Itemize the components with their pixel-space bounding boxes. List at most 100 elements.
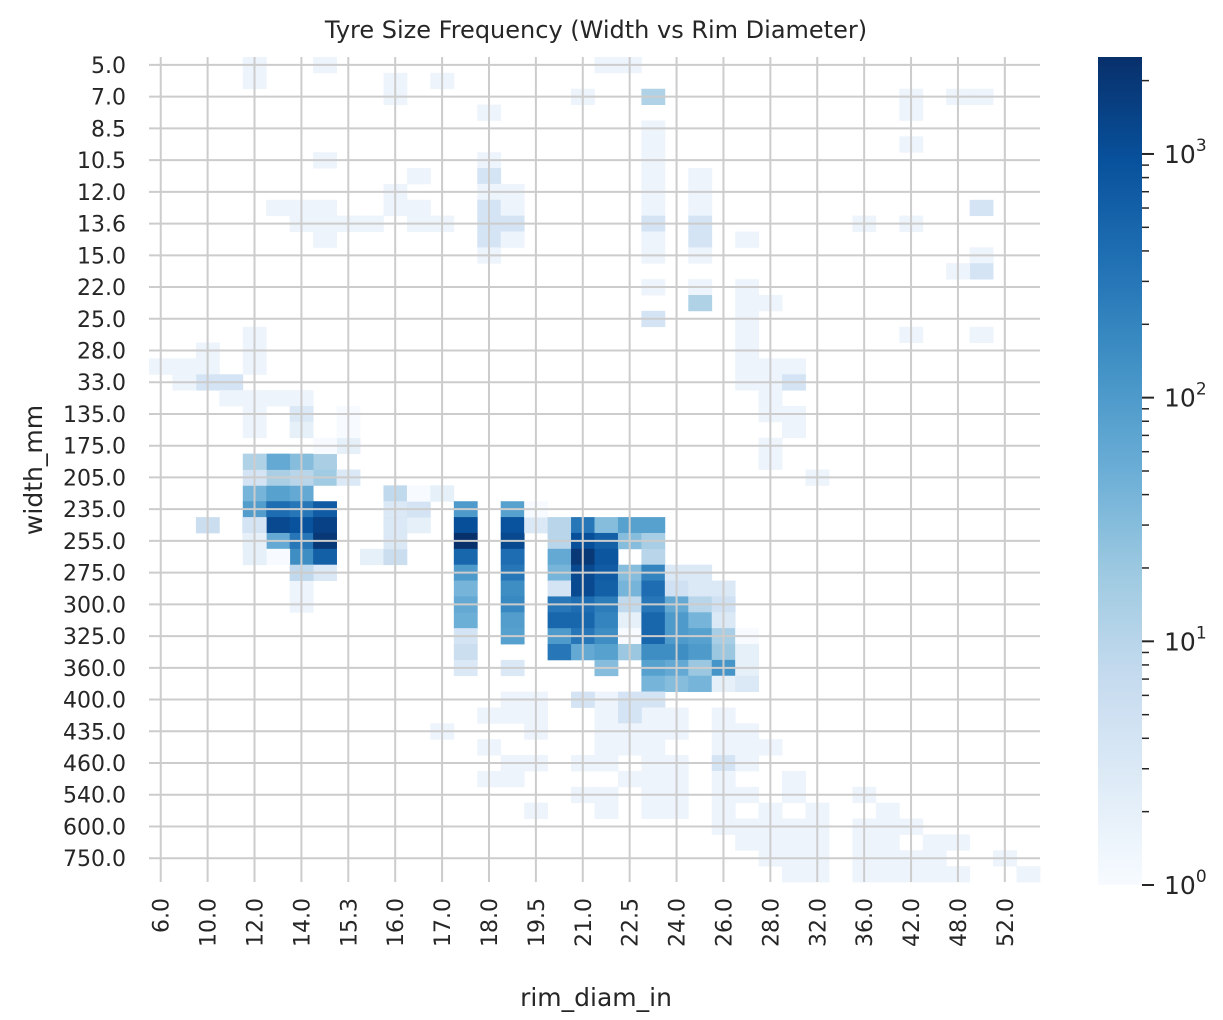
colorbar-tick-label: 102 xyxy=(1164,380,1207,413)
heat-cell xyxy=(500,517,525,534)
heat-cell xyxy=(266,199,291,217)
heat-cell xyxy=(594,802,619,819)
y-tick-label: 600.0 xyxy=(63,815,126,840)
x-tick-label: 15.3 xyxy=(337,898,362,947)
heat-cell xyxy=(500,770,525,788)
heat-cell xyxy=(453,548,478,566)
heat-cell xyxy=(969,199,994,217)
y-tick-label: 8.5 xyxy=(91,117,126,142)
x-tick-label: 42.0 xyxy=(900,898,925,947)
heat-cell xyxy=(453,580,478,597)
heat-cell xyxy=(688,675,713,693)
y-tick-label: 460.0 xyxy=(63,752,126,777)
x-tick-label: 10.0 xyxy=(197,898,222,947)
colorbar-ticks: 100 101 102 103 xyxy=(1142,79,1207,900)
x-tick-label: 16.0 xyxy=(384,898,409,947)
heat-cell xyxy=(266,453,291,470)
y-tick-label: 205.0 xyxy=(63,466,126,491)
heat-cell xyxy=(500,548,525,566)
x-tick-label: 6.0 xyxy=(150,898,175,933)
x-axis-label: rim_diam_in xyxy=(520,983,672,1012)
heat-cell xyxy=(547,517,572,534)
heat-cell xyxy=(688,644,713,661)
x-tick-label: 28.0 xyxy=(759,898,784,947)
y-tick-label: 235.0 xyxy=(63,498,126,523)
y-tick-label: 13.6 xyxy=(77,213,126,238)
y-tick-label: 12.0 xyxy=(77,181,126,206)
heat-cell xyxy=(547,580,572,597)
x-tick-label: 12.0 xyxy=(244,898,269,947)
x-tick-label: 48.0 xyxy=(947,898,972,947)
heat-cell xyxy=(735,231,760,248)
heat-cell xyxy=(594,644,619,661)
heat-cell xyxy=(547,612,572,629)
y-tick-label: 750.0 xyxy=(63,847,126,872)
heat-cell xyxy=(313,548,337,566)
x-tick-label: 14.0 xyxy=(290,898,315,947)
y-tick-label: 25.0 xyxy=(77,308,126,333)
y-tick-label: 325.0 xyxy=(63,625,126,650)
heat-cell xyxy=(594,580,619,597)
heat-cell xyxy=(735,294,760,312)
y-tick-label: 400.0 xyxy=(63,689,126,714)
grid-lines xyxy=(149,57,1040,882)
heat-cell xyxy=(688,580,713,597)
heat-cell xyxy=(594,707,619,724)
heat-cell xyxy=(735,644,760,661)
y-tick-label: 255.0 xyxy=(63,530,126,555)
heat-cell xyxy=(641,644,666,661)
heat-cell xyxy=(406,168,431,185)
heat-cell xyxy=(594,612,619,629)
heat-cell xyxy=(266,548,291,566)
heat-cell xyxy=(313,199,337,217)
y-axis-ticks: 5.0 7.0 8.5 10.5 12.0 13.6 15.0 22.0 25.0 28.0 33.… xyxy=(63,54,126,872)
y-tick-label: 7.0 xyxy=(91,86,126,111)
colorbar xyxy=(1098,57,1142,885)
x-tick-label: 18.0 xyxy=(478,898,503,947)
x-tick-label: 24.0 xyxy=(666,898,691,947)
x-tick-label: 36.0 xyxy=(853,898,878,947)
y-tick-label: 435.0 xyxy=(63,720,126,745)
heat-cell xyxy=(735,358,760,375)
x-axis-ticks: 6.0 10.0 12.0 14.0 15.3 16.0 17.0 18.0 19.5 21.0 2… xyxy=(150,898,1019,947)
heat-cell xyxy=(922,866,947,883)
heat-cell xyxy=(500,199,525,217)
heat-cell xyxy=(453,517,478,534)
x-tick-label: 32.0 xyxy=(806,898,831,947)
heat-cell xyxy=(735,739,760,756)
heat-cell xyxy=(875,866,900,883)
heat-cell xyxy=(1016,866,1041,883)
heat-cell xyxy=(266,390,291,407)
heat-cell xyxy=(641,136,666,153)
heat-cell xyxy=(641,580,666,597)
heat-cell xyxy=(500,707,525,724)
heat-cell xyxy=(406,199,431,217)
heat-cell xyxy=(641,199,666,217)
colorbar-tick-label: 103 xyxy=(1164,136,1207,169)
x-tick-label: 26.0 xyxy=(712,898,737,947)
heat-cell xyxy=(782,358,806,375)
x-tick-label: 21.0 xyxy=(572,898,597,947)
y-tick-label: 22.0 xyxy=(77,276,126,301)
heat-cell xyxy=(782,834,806,851)
y-tick-label: 135.0 xyxy=(63,403,126,428)
heat-cell xyxy=(500,231,525,248)
heat-cell xyxy=(688,168,713,185)
heat-cell xyxy=(641,739,666,756)
heat-cell xyxy=(641,612,666,629)
heat-cell xyxy=(172,358,197,375)
heat-cell xyxy=(782,421,806,439)
heat-cell xyxy=(360,548,384,566)
heat-cell xyxy=(969,326,994,343)
y-axis-label: width_mm xyxy=(19,405,48,535)
heat-cell xyxy=(969,263,994,280)
heat-cell xyxy=(406,485,431,502)
heat-cell xyxy=(688,294,713,312)
heat-cell xyxy=(875,834,900,851)
colorbar-tick-label: 101 xyxy=(1164,623,1207,656)
heat-cell xyxy=(735,675,760,693)
heat-cell xyxy=(266,517,291,534)
heat-cell xyxy=(266,485,291,502)
heat-cell xyxy=(406,517,431,534)
